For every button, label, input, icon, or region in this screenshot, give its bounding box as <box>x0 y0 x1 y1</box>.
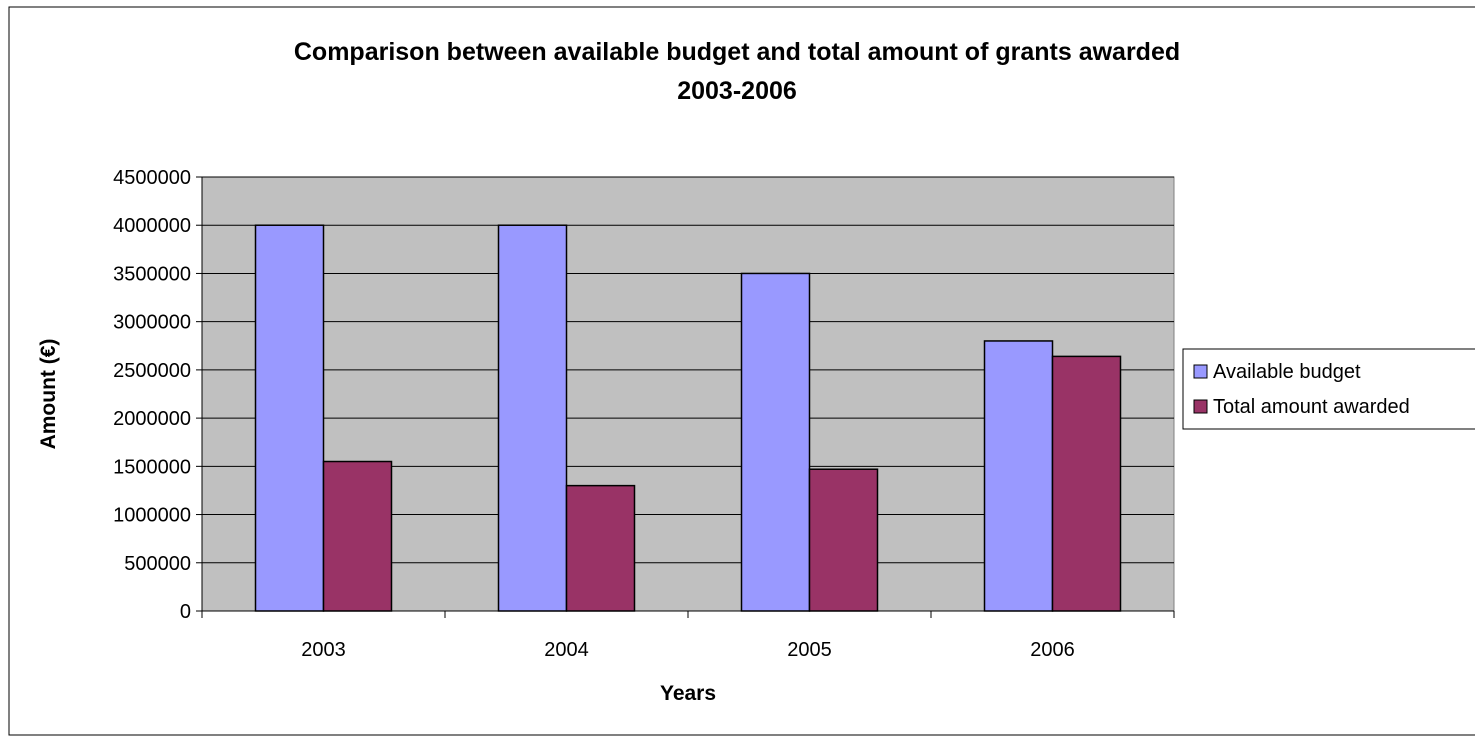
chart-title-line-2: 2003-2006 <box>677 77 797 105</box>
x-tick-label: 2005 <box>787 639 832 661</box>
x-axis-title: Years <box>660 682 716 705</box>
legend: Available budget Total amount awarded <box>1182 348 1475 430</box>
legend-label-total-amount-awarded: Total amount awarded <box>1213 396 1410 418</box>
x-tick-label: 2006 <box>1030 639 1075 661</box>
bar-available-budget-2006 <box>983 340 1054 612</box>
y-tick-label: 1500000 <box>113 456 191 478</box>
axes-group <box>196 176 1175 618</box>
y-tick-label: 500000 <box>124 553 191 575</box>
legend-swatch-total-amount-awarded <box>1193 399 1208 414</box>
y-tick-label: 4500000 <box>113 167 191 189</box>
x-tick-label: 2003 <box>301 639 346 661</box>
y-axis-title: Amount (€) <box>37 339 60 450</box>
bar-available-budget-2004 <box>497 224 568 612</box>
y-tick-label: 1000000 <box>113 505 191 527</box>
bar-available-budget-2003 <box>254 224 325 612</box>
bar-total-amount-awarded-2005 <box>808 468 879 612</box>
y-tick-label: 0 <box>180 601 191 623</box>
bar-available-budget-2005 <box>740 272 811 612</box>
y-tick-label: 2500000 <box>113 360 191 382</box>
chart-title-line-1: Comparison between available budget and … <box>294 38 1180 66</box>
y-tick-label: 2000000 <box>113 408 191 430</box>
y-tick-label: 3500000 <box>113 263 191 285</box>
bar-total-amount-awarded-2006 <box>1051 355 1122 612</box>
bars-group <box>254 224 1122 612</box>
x-tick-label: 2004 <box>544 639 589 661</box>
bar-total-amount-awarded-2003 <box>322 460 393 612</box>
y-tick-label: 4000000 <box>113 215 191 237</box>
y-tick-labels: 0 500000 1000000 1500000 2000000 2500000 30000… <box>113 167 191 623</box>
x-tick-labels: 2003 2004 2005 2006 <box>301 639 1075 661</box>
legend-box <box>1182 348 1475 430</box>
legend-label-available-budget: Available budget <box>1213 361 1361 383</box>
legend-swatch-available-budget <box>1193 364 1208 379</box>
y-tick-label: 3000000 <box>113 312 191 334</box>
bar-total-amount-awarded-2004 <box>565 484 636 612</box>
